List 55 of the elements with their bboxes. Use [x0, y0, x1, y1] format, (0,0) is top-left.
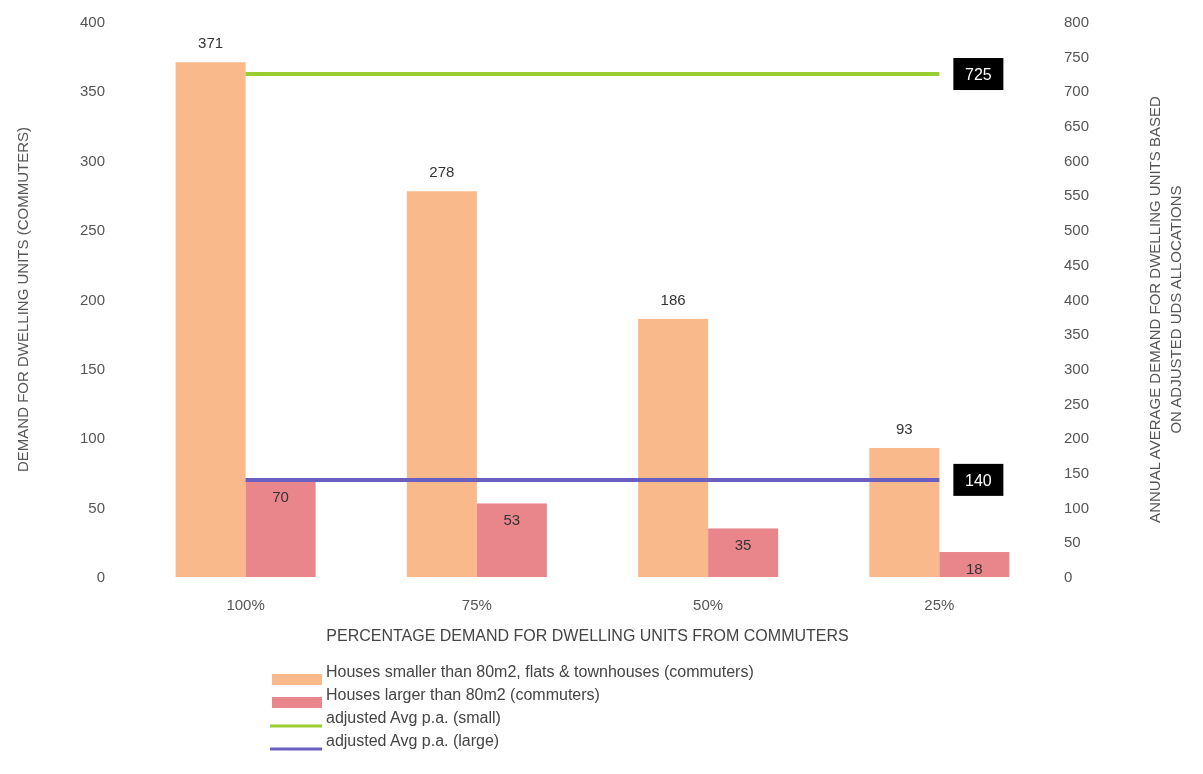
bar — [939, 552, 1010, 577]
y2-tick-label: 450 — [1064, 255, 1090, 273]
x-tick-label: 100% — [226, 596, 265, 613]
y2-tick-label: 350 — [1064, 325, 1090, 343]
y-axis-title: DEMAND FOR DWELLING UNITS (COMMUTERS) — [14, 127, 31, 472]
y2-tick-label: 250 — [1064, 394, 1090, 412]
bar — [638, 318, 709, 577]
data-label: 35 — [734, 536, 752, 554]
y2-tick-label: 50 — [1064, 533, 1081, 551]
legend-label: adjusted Avg p.a. (large) — [326, 732, 500, 749]
y-tick-label: 0 — [96, 568, 105, 585]
x-tick-label: 50% — [693, 596, 724, 613]
legend-label: Houses larger than 80m2 (commuters) — [326, 686, 600, 703]
y-tick-label: 50 — [88, 498, 105, 516]
y2-tick-label: 600 — [1064, 151, 1090, 169]
bar — [869, 447, 940, 577]
bar — [708, 528, 779, 577]
y2-tick-label: 550 — [1064, 186, 1090, 204]
y2-axis-title: ANNUAL AVERAGE DEMAND FOR DWELLING UNITS BASED ON ADJUSTED UDS ALLOCATIONS — [1146, 95, 1184, 523]
y2-tick-label: 750 — [1064, 47, 1090, 65]
y-tick-label: 400 — [79, 13, 105, 30]
data-label: 186 — [660, 290, 686, 308]
x-tick-label: 25% — [924, 596, 955, 613]
y2-tick-label: 300 — [1064, 359, 1090, 377]
y-tick-label: 200 — [79, 290, 105, 308]
y-tick-label: 150 — [79, 359, 105, 377]
y2-tick-label: 100 — [1064, 498, 1090, 516]
y2-tick-label: 650 — [1064, 117, 1090, 135]
legend-label: Houses smaller than 80m2, flats & townhouses (commuters) — [326, 663, 754, 680]
bar — [175, 62, 246, 577]
y2-tick-label: 500 — [1064, 221, 1090, 239]
bar — [245, 479, 316, 577]
bar — [476, 503, 547, 577]
x-axis-title: PERCENTAGE DEMAND FOR DWELLING UNITS FROM COMMUTERS — [326, 627, 849, 644]
y2-tick-label: 150 — [1064, 463, 1090, 481]
data-label: 371 — [198, 34, 224, 52]
legend-label: adjusted Avg p.a. (small) — [326, 709, 501, 726]
y-tick-label: 350 — [79, 82, 105, 100]
x-tick-label: 75% — [461, 596, 492, 613]
data-label: 70 — [272, 487, 289, 505]
data-label: 278 — [429, 163, 455, 181]
data-label: 93 — [896, 419, 913, 437]
bar — [406, 191, 477, 577]
y-tick-label: 300 — [79, 151, 105, 169]
data-label: 53 — [503, 511, 521, 529]
y2-tick-label: 700 — [1064, 82, 1090, 100]
y2-tick-label: 800 — [1064, 13, 1090, 30]
y2-tick-label: 0 — [1064, 568, 1073, 585]
y-tick-label: 250 — [79, 221, 105, 239]
data-label: 18 — [966, 560, 983, 578]
data-label: 140 — [965, 471, 992, 489]
y2-tick-label: 200 — [1064, 429, 1090, 447]
y2-tick-label: 400 — [1064, 290, 1090, 308]
y-tick-label: 100 — [79, 429, 105, 447]
data-label: 725 — [965, 66, 992, 84]
